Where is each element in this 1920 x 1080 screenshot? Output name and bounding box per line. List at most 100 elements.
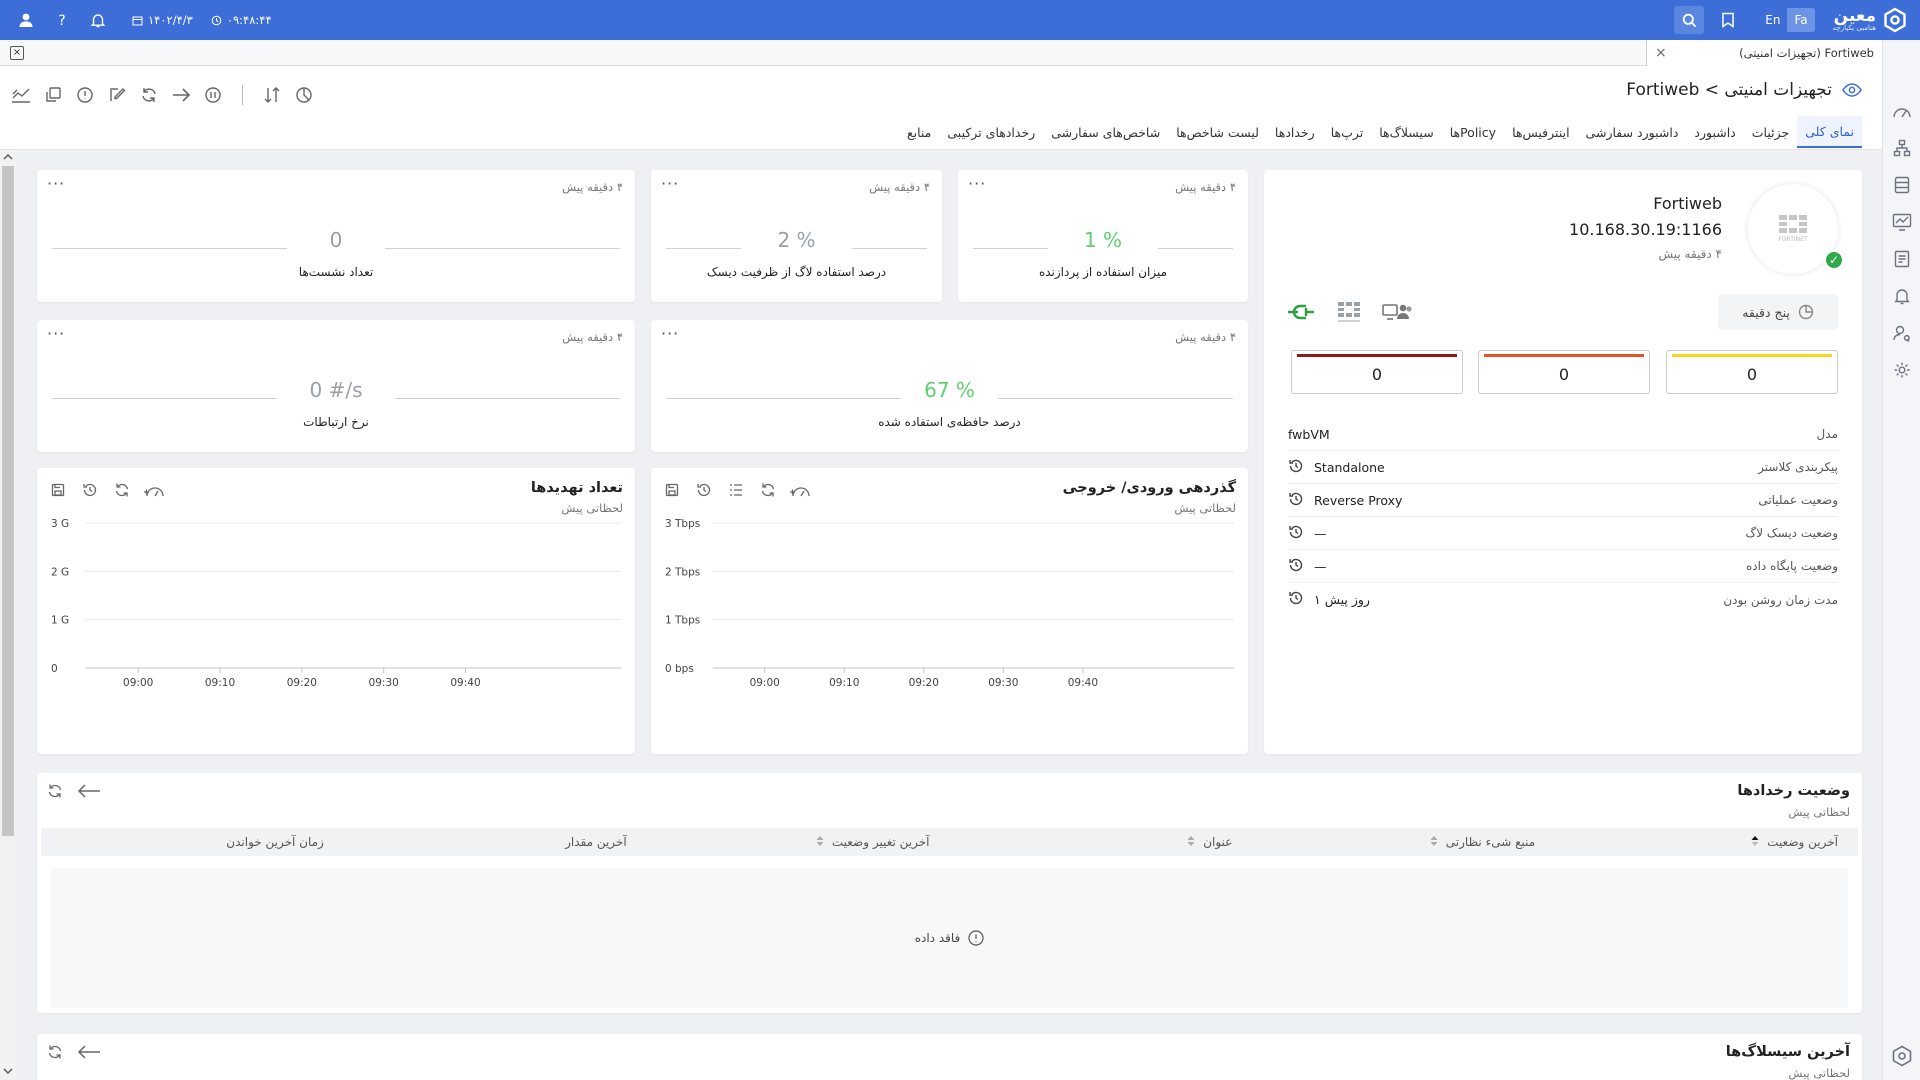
lang-fa-button[interactable]: Fa bbox=[1787, 8, 1815, 32]
history-icon[interactable] bbox=[1288, 491, 1304, 510]
column-header[interactable]: آخرین مقدار bbox=[344, 835, 647, 849]
chart-subtitle: لحظاتی پیش bbox=[561, 501, 623, 515]
list-icon[interactable] bbox=[725, 480, 747, 500]
user-search-icon[interactable] bbox=[1883, 314, 1920, 351]
search-button[interactable] bbox=[1674, 6, 1705, 34]
fortinet-logo-icon bbox=[1779, 215, 1807, 233]
refresh-icon[interactable] bbox=[47, 1044, 63, 1063]
more-options-icon[interactable]: ··· bbox=[47, 324, 66, 343]
period-selector[interactable]: پنج دقیقه bbox=[1718, 294, 1838, 330]
alert-icon[interactable] bbox=[74, 84, 96, 106]
refresh-icon[interactable] bbox=[757, 480, 779, 500]
property-key: پیکربندی کلاستر bbox=[1758, 460, 1838, 474]
more-options-icon[interactable]: ··· bbox=[661, 324, 680, 343]
history-icon[interactable] bbox=[1288, 458, 1304, 477]
tab-item[interactable]: Policyها bbox=[1449, 124, 1497, 140]
alarm-bell-icon[interactable] bbox=[1883, 277, 1920, 314]
arrow-forward-icon[interactable] bbox=[170, 84, 192, 106]
stat-time: ۴ دقیقه پیش bbox=[1175, 330, 1236, 344]
sort-icon[interactable] bbox=[1187, 835, 1195, 850]
device-card: FORTINET ✓ Fortiweb 10.168.30.19:1166 ۴ … bbox=[1264, 170, 1862, 754]
pie-chart-icon[interactable] bbox=[293, 84, 315, 106]
history-icon[interactable] bbox=[1288, 524, 1304, 543]
save-icon[interactable] bbox=[47, 480, 69, 500]
chart-line-icon[interactable] bbox=[10, 84, 32, 106]
history-icon[interactable] bbox=[693, 480, 715, 500]
monitor-chart-icon[interactable] bbox=[1883, 203, 1920, 240]
tab-item[interactable]: داشبورد bbox=[1694, 124, 1736, 140]
scrollbar-thumb[interactable] bbox=[2, 166, 14, 836]
users-monitor-icon[interactable] bbox=[1382, 301, 1412, 326]
tab-item[interactable]: منابع bbox=[906, 124, 932, 140]
refresh-icon[interactable] bbox=[47, 783, 63, 802]
scroll-up-icon[interactable] bbox=[3, 153, 13, 161]
tab-item[interactable]: جزئیات bbox=[1751, 124, 1790, 140]
tab-item[interactable]: نمای کلی bbox=[1797, 116, 1862, 148]
tab-item[interactable]: اینترفیس‌ها bbox=[1512, 124, 1570, 140]
save-icon[interactable] bbox=[661, 480, 683, 500]
severity-counter[interactable]: 0 bbox=[1666, 350, 1838, 394]
scroll-down-icon[interactable] bbox=[3, 1067, 13, 1075]
column-header[interactable]: آخرین تغییر وضعیت bbox=[647, 835, 950, 850]
severity-counter[interactable]: 0 bbox=[1478, 350, 1650, 394]
section-title: آخرین سیسلاگ‌ها bbox=[1725, 1044, 1850, 1060]
bookmark-icon[interactable] bbox=[1712, 4, 1744, 36]
report-icon[interactable] bbox=[1883, 240, 1920, 277]
column-header[interactable]: عنوان bbox=[950, 835, 1253, 850]
more-options-icon[interactable]: ··· bbox=[47, 174, 66, 193]
copy-icon[interactable] bbox=[42, 84, 64, 106]
column-header[interactable]: آخرین وضعیت bbox=[1555, 835, 1858, 850]
arrow-back-icon[interactable] bbox=[77, 1045, 101, 1062]
property-value: Reverse Proxy bbox=[1314, 492, 1403, 508]
vertical-scrollbar[interactable] bbox=[0, 150, 16, 1080]
doc-tab-fortiweb[interactable]: Fortiweb (تجهیزات امنیتی) × bbox=[1646, 40, 1882, 66]
lang-en-button[interactable]: En bbox=[1765, 13, 1781, 27]
gauge-add-icon[interactable] bbox=[789, 480, 811, 500]
throughput-chart: 0 bps 1 Tbps 2 Tbps 3 Tbps 09:00 09:10 09:20 09… bbox=[665, 518, 1234, 689]
severity-counter[interactable]: 0 bbox=[1291, 350, 1463, 394]
more-options-icon[interactable]: ··· bbox=[661, 174, 680, 193]
refresh-icon[interactable] bbox=[138, 84, 160, 106]
arrow-back-icon[interactable] bbox=[77, 784, 101, 801]
history-icon[interactable] bbox=[79, 480, 101, 500]
topology-icon[interactable] bbox=[1883, 129, 1920, 166]
refresh-icon[interactable] bbox=[111, 480, 133, 500]
sort-icon[interactable] bbox=[1430, 835, 1438, 850]
history-icon[interactable] bbox=[1288, 590, 1304, 609]
sort-icon[interactable] bbox=[261, 84, 283, 106]
edit-icon[interactable] bbox=[106, 84, 128, 106]
top-bar: ? ۱۴۰۲/۴/۳ ۰۹:۴۸:۴۴ En Fa معین هنامیی یکپ… bbox=[0, 0, 1920, 40]
sort-asc-icon[interactable] bbox=[1751, 835, 1759, 850]
document-tab-strip: × Fortiweb (تجهیزات امنیتی) × bbox=[0, 40, 1882, 66]
stat-time: ۴ دقیقه پیش bbox=[869, 180, 930, 194]
tab-item[interactable]: رخدادهای ترکیبی bbox=[947, 124, 1036, 140]
history-icon[interactable] bbox=[1288, 557, 1304, 576]
logo-subtitle: هنامیی یکپارچه bbox=[1832, 24, 1876, 32]
more-options-icon[interactable]: ··· bbox=[968, 174, 987, 193]
close-all-tabs-icon[interactable]: × bbox=[10, 46, 24, 60]
gauge-add-icon[interactable] bbox=[143, 480, 165, 500]
close-tab-icon[interactable]: × bbox=[1655, 45, 1667, 61]
tab-item[interactable]: لیست شاخص‌ها bbox=[1176, 124, 1259, 140]
tab-item[interactable]: ترپ‌ها bbox=[1330, 124, 1364, 140]
database-icon[interactable] bbox=[1883, 166, 1920, 203]
tab-item[interactable]: شاخص‌های سفارشی bbox=[1051, 124, 1161, 140]
column-header[interactable]: زمان آخرین خواندن bbox=[41, 835, 344, 849]
tab-item[interactable]: رخدادها bbox=[1274, 124, 1315, 140]
sort-icon[interactable] bbox=[816, 835, 824, 850]
app-logo[interactable]: معین هنامیی یکپارچه bbox=[1833, 7, 1908, 33]
connection-plug-icon[interactable] bbox=[1286, 303, 1316, 324]
brand-mark-icon bbox=[1883, 1037, 1920, 1074]
dashboard-gauge-icon[interactable] bbox=[1883, 92, 1920, 129]
help-icon[interactable]: ? bbox=[46, 4, 78, 36]
tab-item[interactable]: داشبورد سفارشی bbox=[1585, 124, 1679, 140]
time-display: ۰۹:۴۸:۴۴ bbox=[211, 13, 272, 27]
tab-item[interactable]: سیسلاگ‌ها bbox=[1379, 124, 1434, 140]
bell-icon[interactable] bbox=[82, 4, 114, 36]
fortinet-device-icon[interactable] bbox=[1336, 300, 1362, 327]
settings-gear-icon[interactable] bbox=[1883, 351, 1920, 388]
user-icon[interactable] bbox=[10, 4, 42, 36]
pause-icon[interactable] bbox=[202, 84, 224, 106]
column-header[interactable]: منبع شیء نظارتی bbox=[1252, 835, 1555, 850]
eye-icon[interactable] bbox=[1842, 83, 1862, 97]
